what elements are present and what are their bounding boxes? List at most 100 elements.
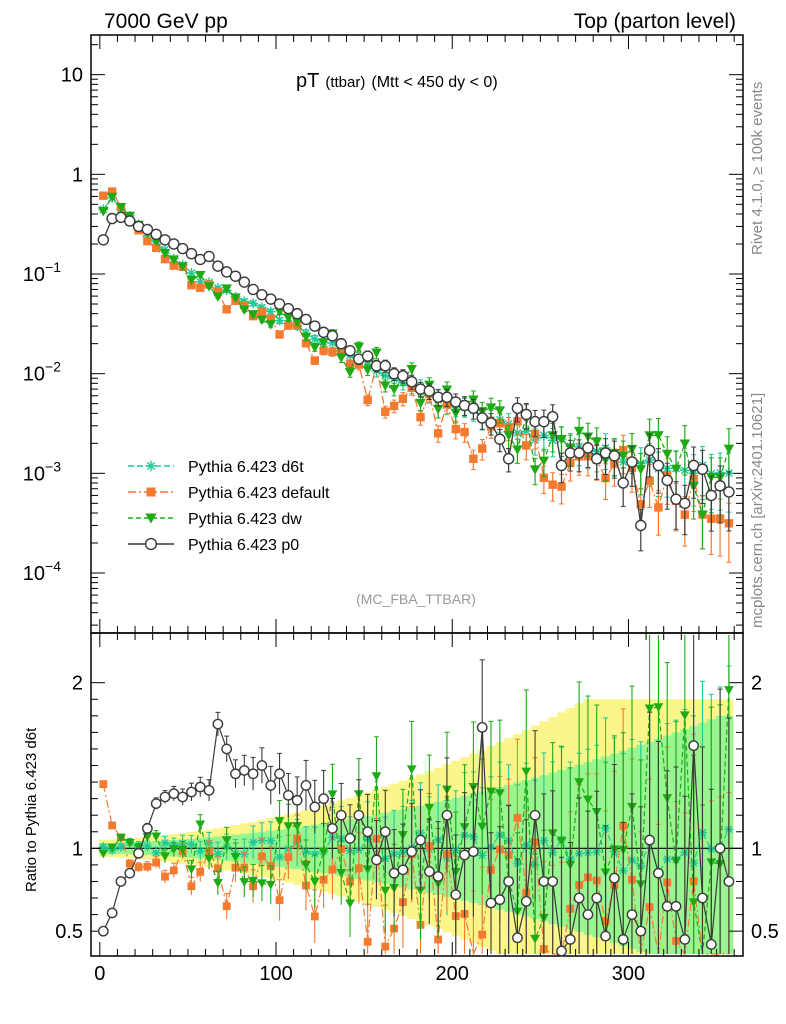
x-tick-label: 300 bbox=[612, 963, 645, 985]
y-tick-label: 1 bbox=[72, 164, 83, 186]
p0-point bbox=[212, 260, 224, 272]
p0-point bbox=[371, 854, 382, 866]
p0-point bbox=[177, 791, 189, 803]
p0-point bbox=[309, 801, 321, 813]
dw-point bbox=[380, 381, 391, 391]
default-point bbox=[160, 254, 170, 264]
dw-point bbox=[309, 877, 320, 887]
p0-point bbox=[106, 907, 118, 919]
p0-point bbox=[115, 876, 127, 887]
p0-point bbox=[291, 794, 303, 806]
default-point bbox=[275, 896, 284, 905]
analysis-tag: (MC_FBA_TTBAR) bbox=[356, 591, 476, 607]
default-point bbox=[433, 429, 443, 438]
p0-point bbox=[608, 872, 620, 884]
p0-point bbox=[344, 833, 356, 844]
p0-point bbox=[653, 867, 664, 879]
y-tick-label: 10 bbox=[61, 65, 83, 87]
default-point bbox=[389, 401, 399, 411]
d6t-point bbox=[274, 315, 285, 326]
dw-point bbox=[653, 431, 664, 441]
y-tick-label: 10−4 bbox=[23, 558, 61, 585]
ratio-tick-label-right: 1 bbox=[751, 838, 762, 860]
dw-point bbox=[212, 292, 224, 302]
default-point bbox=[161, 872, 169, 881]
default-point bbox=[310, 912, 319, 921]
legend-label-p0: Pythia 6.423 p0 bbox=[188, 537, 299, 554]
default-point bbox=[196, 283, 205, 292]
dw-point bbox=[424, 803, 435, 813]
dw-point bbox=[485, 403, 497, 413]
series-line-d6t bbox=[102, 196, 729, 475]
p0-point bbox=[652, 459, 665, 472]
p0-point bbox=[520, 408, 532, 421]
default-point bbox=[557, 482, 566, 491]
d6t-point bbox=[195, 846, 205, 856]
d6t-star-d2 bbox=[146, 461, 156, 471]
d6t-star-d2 bbox=[196, 847, 204, 855]
dw-point bbox=[344, 367, 356, 378]
p0-point bbox=[168, 788, 180, 800]
d6t-point bbox=[309, 334, 320, 344]
d6t-point bbox=[186, 839, 196, 849]
d6t-star-d2 bbox=[249, 838, 257, 847]
d6t-point bbox=[142, 841, 152, 851]
default-point bbox=[222, 305, 231, 314]
p0-point bbox=[423, 385, 436, 397]
p0-point bbox=[150, 228, 162, 241]
dw-point bbox=[274, 817, 285, 826]
dw-point bbox=[512, 445, 523, 455]
p0-point bbox=[406, 846, 418, 858]
y-tick-base: 10 bbox=[61, 65, 83, 87]
dw-point bbox=[661, 449, 673, 460]
p0-point bbox=[405, 375, 418, 388]
ratio-ylabel: Ratio to Pythia 6.423 d6t bbox=[23, 727, 40, 892]
p0-point bbox=[150, 798, 162, 809]
dw-point bbox=[574, 778, 584, 788]
ratio-line-dw bbox=[102, 689, 730, 955]
default-point bbox=[266, 314, 275, 323]
dw-point bbox=[494, 406, 506, 416]
p0-point bbox=[256, 760, 268, 771]
p0-point bbox=[327, 823, 338, 834]
dw-point bbox=[573, 426, 585, 437]
p0-point bbox=[512, 932, 523, 944]
p0-point bbox=[265, 780, 277, 791]
p0-point bbox=[573, 892, 585, 904]
ratio-bands bbox=[91, 699, 743, 954]
y-tick-base: 10 bbox=[23, 463, 45, 485]
dw-point bbox=[106, 192, 118, 203]
p0-point bbox=[582, 442, 594, 454]
p0-point bbox=[203, 784, 215, 796]
x-tick-label: 0 bbox=[94, 963, 105, 985]
dw-point bbox=[177, 845, 188, 855]
default-point bbox=[258, 852, 266, 861]
default-point bbox=[284, 321, 293, 330]
p0-point bbox=[291, 307, 303, 320]
p0-point bbox=[159, 791, 171, 803]
default-point bbox=[240, 300, 249, 310]
dw-point bbox=[107, 843, 118, 853]
legend-label-d6t: Pythia 6.423 d6t bbox=[188, 459, 304, 476]
p0-point bbox=[176, 242, 189, 255]
default-point bbox=[99, 780, 108, 788]
p0-point bbox=[256, 288, 268, 301]
p0-point bbox=[144, 537, 158, 551]
dw-point bbox=[203, 282, 215, 292]
dw-point bbox=[239, 878, 250, 887]
dw-point bbox=[292, 822, 303, 831]
default-point bbox=[310, 356, 319, 365]
y-tick-label: 10−3 bbox=[23, 458, 61, 485]
p0-point bbox=[485, 417, 497, 429]
dw-point bbox=[503, 431, 514, 441]
p0-point bbox=[511, 402, 524, 414]
y-tick-exp: −3 bbox=[45, 458, 61, 474]
default-point bbox=[187, 281, 196, 290]
p0-point bbox=[265, 293, 277, 305]
dw-point bbox=[415, 398, 426, 409]
legend-item-dw: Pythia 6.423 dw bbox=[128, 511, 302, 528]
p0-point bbox=[591, 892, 603, 904]
dw-point bbox=[309, 343, 321, 353]
p0-point bbox=[185, 247, 198, 260]
